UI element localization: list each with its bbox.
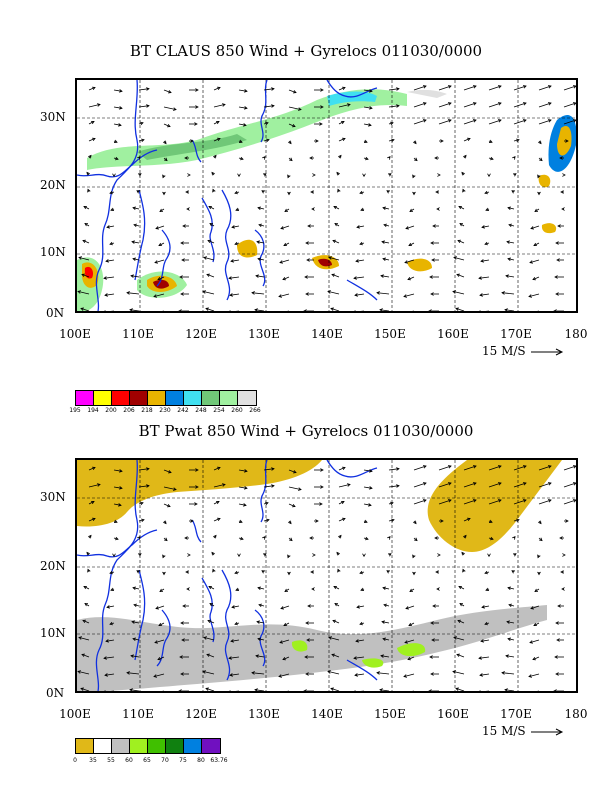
colorbar-tick-label: 242 <box>177 407 189 414</box>
colorbar-tick-label: 75 <box>179 757 187 764</box>
panel2-lon-label: 100E <box>59 707 91 721</box>
colorbar-tick-label: 230 <box>159 407 171 414</box>
panel1-lon-label: 170E <box>500 327 532 341</box>
colorbar-tick-label: 194 <box>87 407 99 414</box>
colorbar-tick-label: 206 <box>123 407 135 414</box>
panel1-lon-label: 140E <box>311 327 343 341</box>
colorbar-swatch <box>112 739 130 753</box>
colorbar-swatch <box>76 739 94 753</box>
colorbar-swatch <box>148 739 166 753</box>
panel2-lon-label: 180 <box>564 707 588 721</box>
colorbar-tick-label: 195 <box>69 407 81 414</box>
colorbar-swatch <box>130 391 148 405</box>
colorbar-tick-label: 254 <box>213 407 225 414</box>
panel1-speed-text: 15 M/S <box>482 344 526 358</box>
panel1-lat-label: 20N <box>40 178 66 192</box>
colorbar-tick-label: 65 <box>143 757 151 764</box>
panel2-lat-label: 30N <box>40 490 66 504</box>
colorbar-swatch <box>202 739 220 753</box>
panel2-map-svg <box>77 460 576 691</box>
colorbar-swatch <box>130 739 148 753</box>
panel2-lon-label: 140E <box>311 707 343 721</box>
colorbar-swatch <box>166 391 184 405</box>
claus-shading <box>77 89 576 311</box>
colorbar-tick-label: 35 <box>89 757 97 764</box>
lat-lon-grid <box>77 460 576 691</box>
panel2-lon-label: 110E <box>122 707 154 721</box>
panel2-lon-label: 130E <box>248 707 280 721</box>
colorbar-tick-label: 248 <box>195 407 207 414</box>
colorbar-swatch <box>94 391 112 405</box>
colorbar-swatch <box>76 391 94 405</box>
panel2-title: BT Pwat 850 Wind + Gyrelocs 011030/0000 <box>138 422 474 440</box>
colorbar-tick-label: 70 <box>161 757 169 764</box>
panel1-lat-label: 10N <box>40 245 66 259</box>
panel1-map-svg <box>77 80 576 311</box>
panel1-lon-label: 130E <box>248 327 280 341</box>
colorbar-tick-label: 0 <box>73 757 77 764</box>
panel2-speed-text: 15 M/S <box>482 724 526 738</box>
coastlines <box>77 80 378 311</box>
panel2-lat-label: 20N <box>40 559 66 573</box>
colorbar-swatch <box>184 739 202 753</box>
panel1-lon-label: 120E <box>185 327 217 341</box>
reference-arrow-icon <box>531 348 564 355</box>
panel1-lat-label: 0N <box>46 306 65 320</box>
colorbar-swatch <box>112 391 130 405</box>
wind-vectors <box>77 85 576 311</box>
colorbar-tick-label: 60 <box>125 757 133 764</box>
panel1-lat-label: 30N <box>40 110 66 124</box>
panel2-lon-label: 120E <box>185 707 217 721</box>
panel1-title: BT CLAUS 850 Wind + Gyrelocs 011030/0000 <box>129 42 483 60</box>
panel1-lon-label: 100E <box>59 327 91 341</box>
panel2-colorbar <box>75 738 221 754</box>
panel2-speed-label: 15 M/S <box>482 724 565 738</box>
panel1-map <box>75 78 578 313</box>
wind-vectors <box>77 465 576 691</box>
panel1-colorbar <box>75 390 257 406</box>
colorbar-swatch <box>238 391 256 405</box>
colorbar-tick-label: 218 <box>141 407 153 414</box>
panel2-lon-label: 150E <box>374 707 406 721</box>
colorbar-swatch <box>166 739 184 753</box>
panel1-lon-label: 160E <box>437 327 469 341</box>
colorbar-swatch <box>220 391 238 405</box>
colorbar-tick-label: 80 <box>197 757 205 764</box>
colorbar-swatch <box>184 391 202 405</box>
pwat-shading <box>77 460 562 691</box>
panel2-lat-label: 10N <box>40 626 66 640</box>
colorbar-tick-label: 260 <box>231 407 243 414</box>
panel2-lon-label: 160E <box>437 707 469 721</box>
panel1-speed-label: 15 M/S <box>482 344 565 358</box>
panel1-lon-label: 180 <box>564 327 588 341</box>
panel2-lon-label: 170E <box>500 707 532 721</box>
colorbar-swatch <box>202 391 220 405</box>
colorbar-swatch <box>148 391 166 405</box>
colorbar-tick-label: 63.76 <box>210 757 228 764</box>
reference-arrow-icon <box>531 728 564 735</box>
lat-lon-grid <box>77 80 576 311</box>
panel2-map <box>75 458 578 693</box>
panel2-lat-label: 0N <box>46 686 65 700</box>
panel1-lon-label: 150E <box>374 327 406 341</box>
colorbar-tick-label: 266 <box>249 407 261 414</box>
colorbar-tick-label: 55 <box>107 757 115 764</box>
panel1-lon-label: 110E <box>122 327 154 341</box>
colorbar-tick-label: 200 <box>105 407 117 414</box>
colorbar-swatch <box>94 739 112 753</box>
